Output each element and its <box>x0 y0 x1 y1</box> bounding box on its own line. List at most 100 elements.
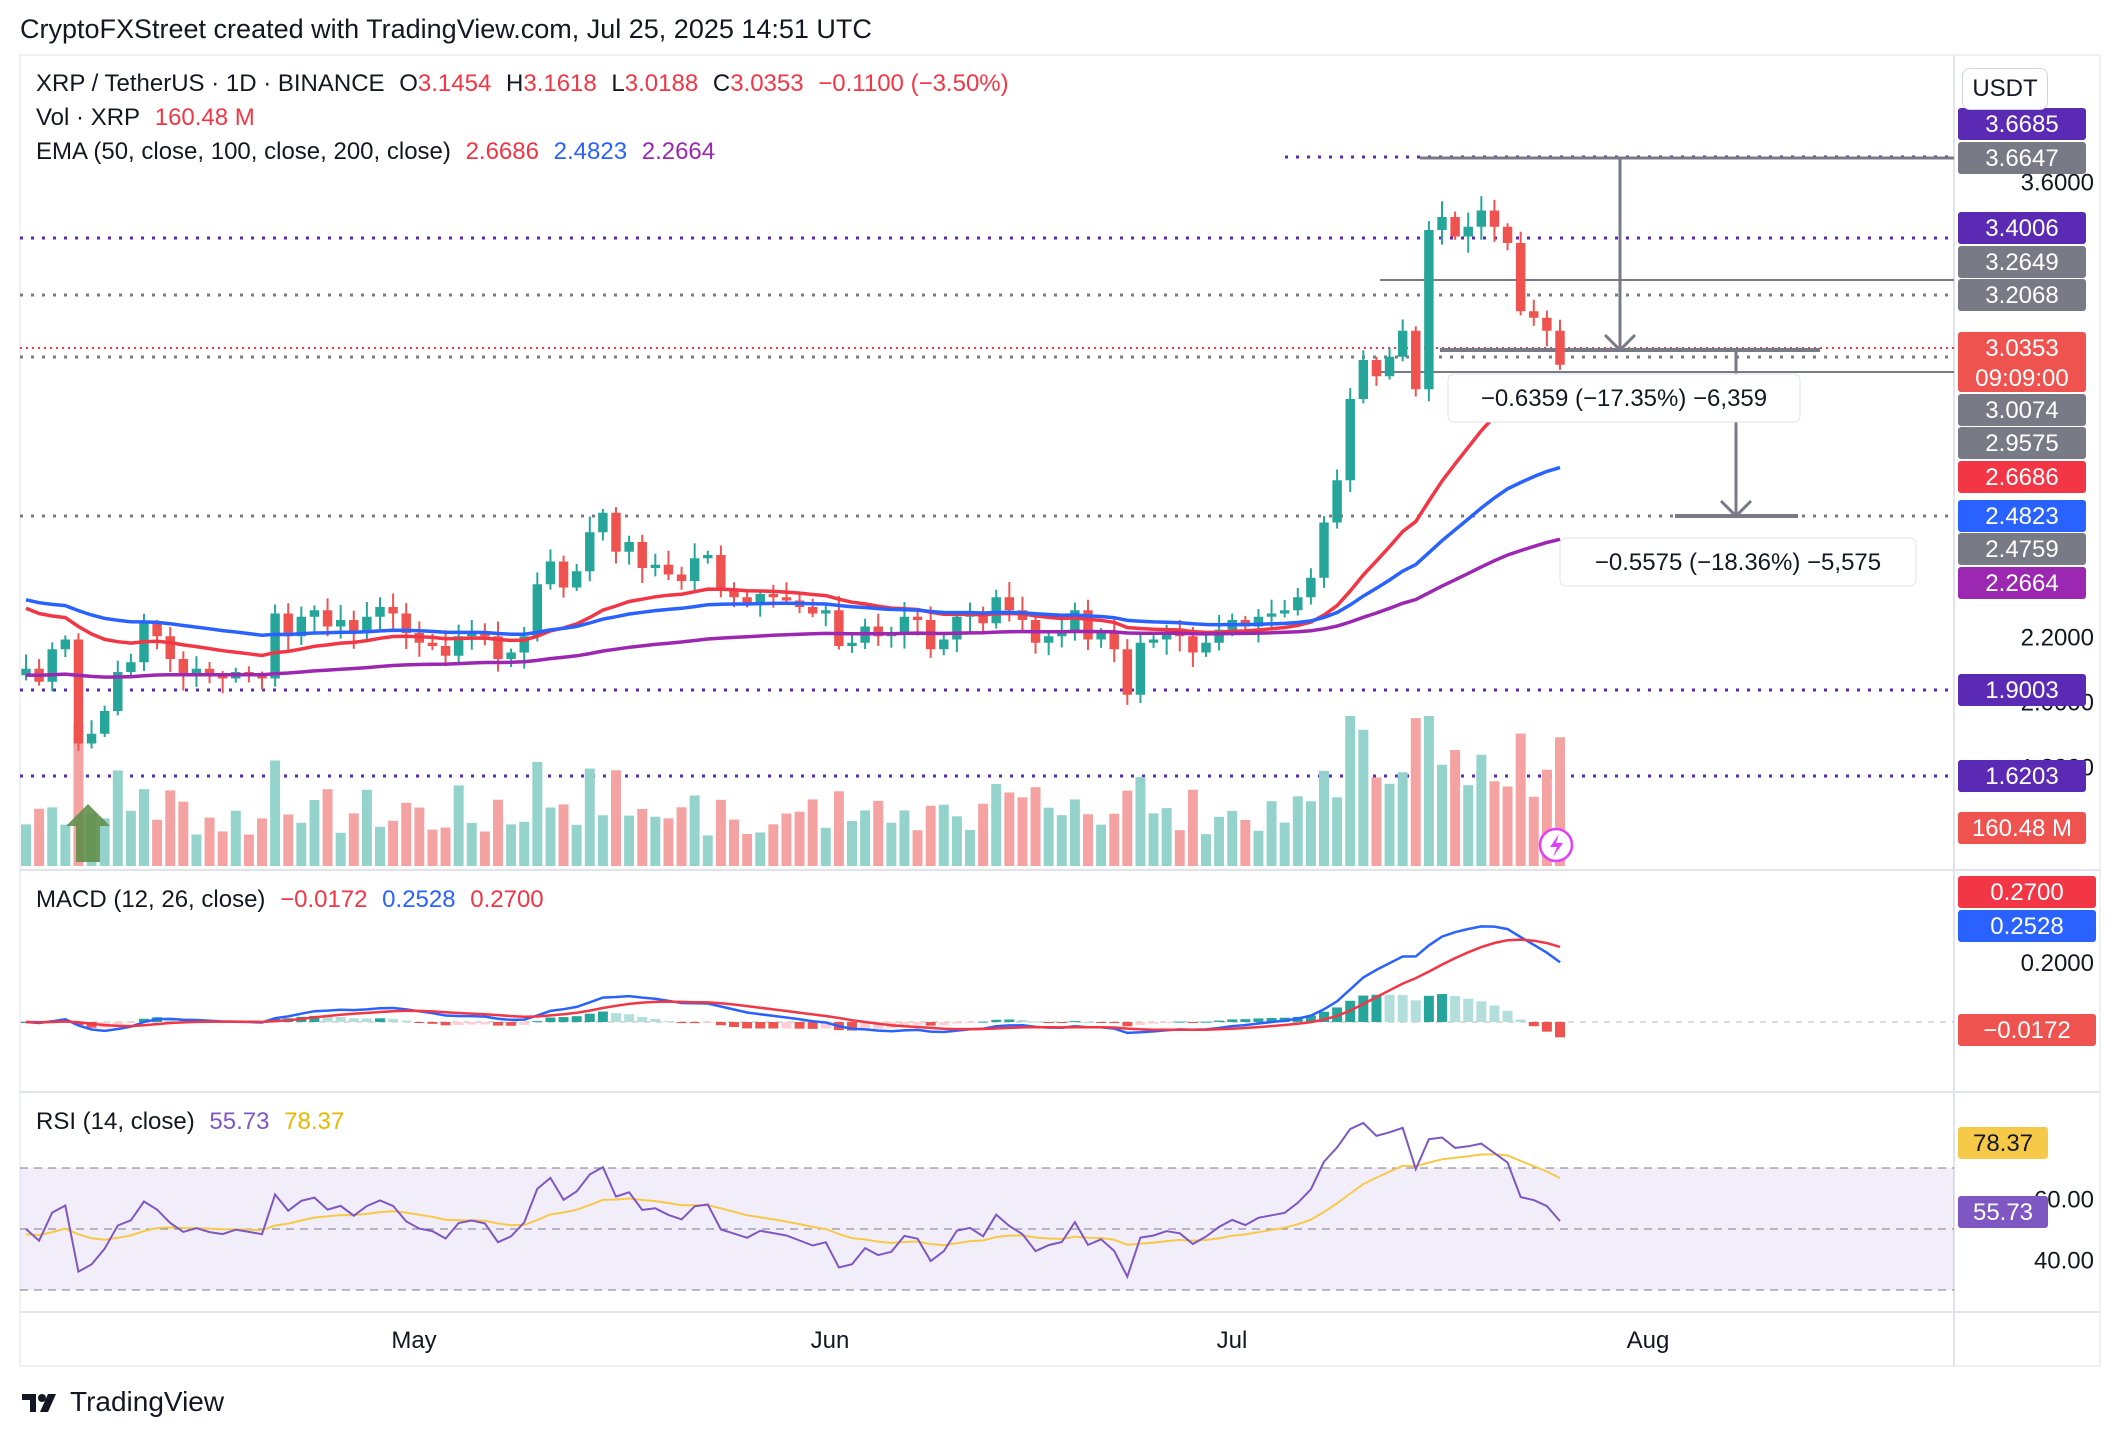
volume-bar-96 <box>1279 822 1290 866</box>
price-axis-badge-bg-14 <box>1958 812 2086 844</box>
macd-axis-badge-text-1: 0.2528 <box>1990 913 2063 940</box>
volume-bar-36 <box>493 799 503 866</box>
volume-bar-42 <box>571 824 582 866</box>
volume-bar-102 <box>1358 729 1369 866</box>
volume-bar-9 <box>139 789 149 866</box>
candle-body-70 <box>939 639 949 650</box>
volume-bar-100 <box>1332 797 1343 866</box>
macd-hist-bar-31 <box>427 1022 438 1024</box>
macd-hist-bar-34 <box>466 1022 477 1025</box>
candle-body-36 <box>493 636 503 659</box>
macd-hist-bar-95 <box>1266 1017 1277 1022</box>
open-value: 3.1454 <box>417 70 492 97</box>
measure-label-1[interactable]: −0.6359 (−17.35%) −6,359 <box>1447 373 1801 423</box>
ema-legend[interactable]: EMA (50, close, 100, close, 200, close) … <box>36 138 723 166</box>
volume-legend[interactable]: Vol · XRP 160.48 M <box>36 104 263 132</box>
ema50-value: 2.6686 <box>465 138 539 165</box>
macd-hist-value: −0.0172 <box>280 886 368 913</box>
macd-legend[interactable]: MACD (12, 26, close) −0.0172 0.2528 0.27… <box>36 886 552 914</box>
low-value: 3.0188 <box>624 70 699 97</box>
macd-hist-bar-59 <box>794 1022 805 1029</box>
candle-body-106 <box>1411 330 1421 390</box>
volume-bar-17 <box>243 834 254 866</box>
volume-bar-63 <box>847 820 857 866</box>
volume-bar-81 <box>1083 814 1093 866</box>
candle-body-24 <box>335 620 346 627</box>
macd-axis-badge-2: −0.0172 <box>1958 1014 2096 1046</box>
volume-bar-70 <box>938 804 949 866</box>
candle-body-85 <box>1135 642 1146 695</box>
volume-bar-26 <box>361 789 372 866</box>
macd-hist-bar-9 <box>139 1018 149 1022</box>
volume-bar-95 <box>1266 801 1277 866</box>
macd-hist-bar-37 <box>506 1022 517 1026</box>
candle-body-35 <box>480 633 490 637</box>
macd-hist-bar-61 <box>820 1022 831 1029</box>
candle-body-32 <box>440 646 451 656</box>
macd-hist-bar-47 <box>637 1016 648 1022</box>
macd-hist-bar-115 <box>1528 1022 1539 1027</box>
rsi-label: RSI (14, close) <box>36 1108 195 1135</box>
macd-hist-bar-39 <box>532 1021 543 1023</box>
candle-body-19 <box>270 613 280 679</box>
volume-bar-31 <box>427 829 438 866</box>
volume-bar-80 <box>1069 799 1080 866</box>
candle-body-105 <box>1397 330 1408 357</box>
price-axis-badge-13: 1.6203 <box>1958 760 2086 792</box>
macd-hist-bar-113 <box>1502 1010 1513 1022</box>
macd-hist-bar-44 <box>597 1011 608 1022</box>
rsi-axis-badge-bg-1 <box>1958 1196 2048 1228</box>
lightning-icon[interactable] <box>1538 827 1574 863</box>
candle-body-44 <box>598 512 608 533</box>
measure-label-2[interactable]: −0.5575 (−18.36%) −5,575 <box>1559 537 1917 587</box>
candle-body-109 <box>1450 217 1460 237</box>
volume-bar-19 <box>270 760 281 866</box>
candle-body-10 <box>152 623 162 637</box>
rsi-legend[interactable]: RSI (14, close) 55.73 78.37 <box>36 1108 352 1136</box>
price-axis-badge-text-7: 2.9575 <box>1985 430 2058 457</box>
macd-hist-bar-28 <box>388 1018 399 1022</box>
price-axis-badge-bg-5 <box>1958 332 2086 392</box>
macd-hist-bar-24 <box>335 1016 346 1022</box>
volume-bar-69 <box>925 805 936 866</box>
macd-hist-bar-86 <box>1148 1022 1159 1024</box>
volume-bar-98 <box>1305 801 1316 866</box>
volume-bar-35 <box>479 831 490 866</box>
page-title: CryptoFXStreet created with TradingView.… <box>20 14 872 44</box>
candle-body-42 <box>571 571 582 588</box>
candle-body-55 <box>742 597 752 604</box>
macd-hist-bar-85 <box>1135 1022 1146 1025</box>
volume-bar-46 <box>624 815 635 866</box>
currency-button[interactable]: USDT <box>1962 68 2048 110</box>
candle-body-82 <box>1096 633 1106 640</box>
macd-signal-value: 0.2700 <box>470 886 544 913</box>
price-axis-badge-text-4: 3.2068 <box>1985 282 2058 309</box>
volume-value: 160.48 M <box>154 104 255 131</box>
macd-hist-bar-56 <box>755 1022 766 1029</box>
volume-bar-110 <box>1463 785 1474 866</box>
candle-body-15 <box>217 675 228 679</box>
candle-body-115 <box>1529 311 1539 318</box>
volume-bar-53 <box>715 799 726 866</box>
price-axis-badge-text-5: 3.0353 <box>1985 335 2058 362</box>
symbol-pair: XRP / TetherUS · 1D · BINANCE <box>36 70 385 97</box>
candle-body-104 <box>1384 356 1395 377</box>
macd-hist-bar-27 <box>375 1018 385 1022</box>
volume-bar-72 <box>965 829 975 866</box>
volume-bar-90 <box>1201 834 1211 866</box>
macd-hist-bar-58 <box>781 1022 792 1029</box>
candle-body-26 <box>362 616 372 633</box>
price-axis-badge-10: 2.4759 <box>1958 533 2086 565</box>
symbol-legend[interactable]: XRP / TetherUS · 1D · BINANCE O3.1454 H3… <box>36 70 1017 98</box>
volume-bar-109 <box>1450 750 1461 866</box>
macd-hist-bar-112 <box>1489 1005 1500 1022</box>
rsi-axis-badge-text-0: 78.37 <box>1973 1130 2033 1157</box>
high-value: 3.1618 <box>523 70 597 97</box>
volume-bar-85 <box>1135 777 1146 866</box>
price-axis-badge-1: 3.6647 <box>1958 142 2086 174</box>
volume-bar-49 <box>663 818 674 866</box>
volume-bar-23 <box>322 789 333 866</box>
tradingview-logo[interactable]: TradingView <box>22 1386 224 1418</box>
high-label: H <box>505 70 524 97</box>
